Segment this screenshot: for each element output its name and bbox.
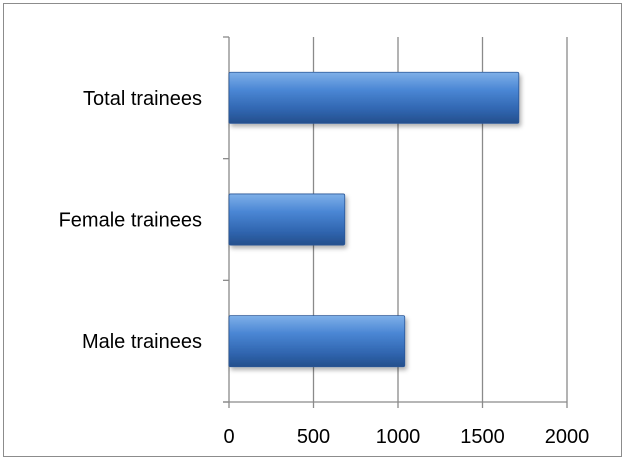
bars (228, 71, 520, 368)
x-tick-label-1000: 1000 (376, 426, 421, 448)
category-label-female-trainees: Female trainees (59, 210, 202, 232)
x-tick-label-2000: 2000 (545, 426, 590, 448)
bar-female-trainees (228, 193, 346, 246)
x-tick-label-0: 0 (223, 426, 234, 448)
bar-male-trainees (228, 315, 406, 368)
category-label-male-trainees: Male trainees (82, 331, 202, 353)
x-tick-label-1500: 1500 (460, 426, 505, 448)
x-tick-label-500: 500 (297, 426, 330, 448)
category-label-total-trainees: Total trainees (83, 88, 202, 110)
labels: 0 500 1000 1500 2000 Male trainees Female trai… (59, 88, 590, 448)
bar-total-trainees (228, 71, 520, 124)
